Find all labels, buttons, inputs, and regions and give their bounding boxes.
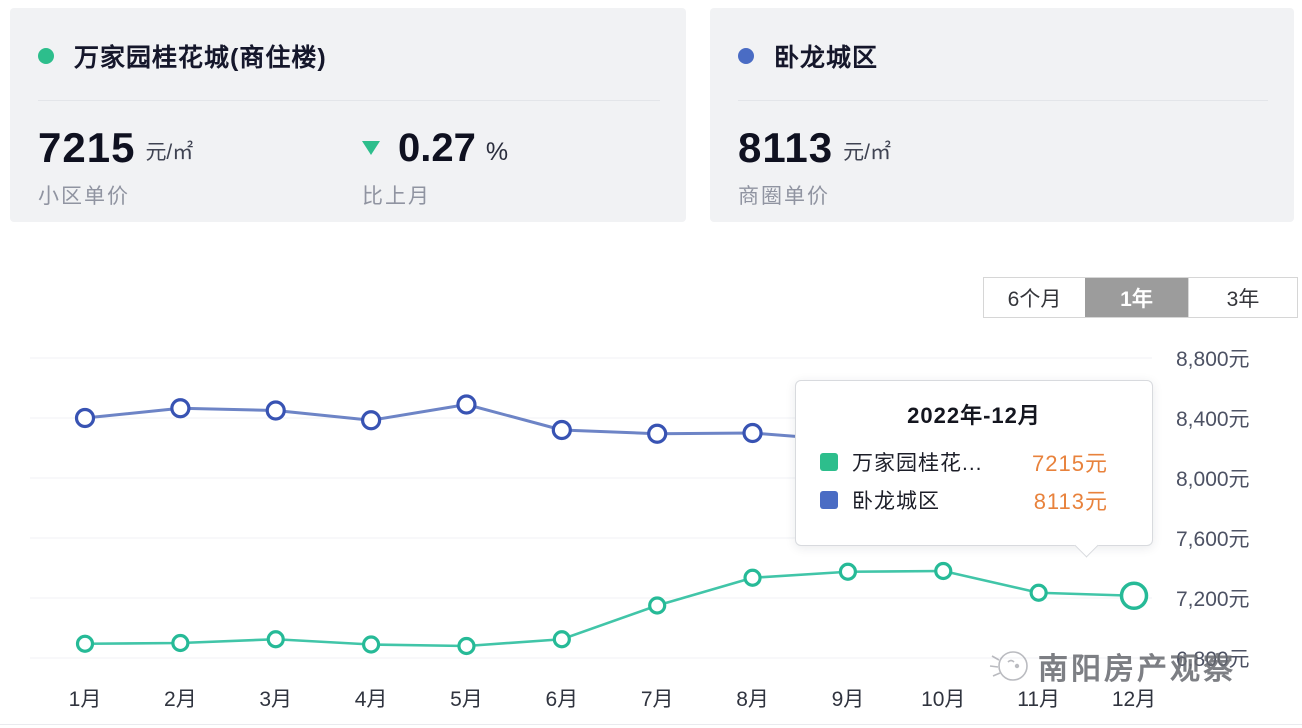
data-point-s0-m2[interactable] <box>171 633 190 653</box>
data-point-s0-m3[interactable] <box>266 630 285 649</box>
time-range-tabs: 6个月 1年 3年 <box>983 277 1298 318</box>
change-unit: % <box>485 137 509 166</box>
community-summary-panel: 万家园桂花城(商住楼) 7215 元/㎡ 小区单价 0.27 % 比上月 <box>10 8 686 222</box>
community-swatch-icon <box>820 453 838 471</box>
district-price-unit: 元/㎡ <box>843 141 891 164</box>
tooltip-row-district: 卧龙城区 8113元 <box>820 484 1108 516</box>
community-price-unit: 元/㎡ <box>145 141 194 164</box>
x-axis-label: 6月 <box>545 688 578 711</box>
y-axis-label: 8,400元 <box>1176 408 1250 431</box>
data-point-s1-m2[interactable] <box>170 398 191 419</box>
district-panel-header: 卧龙城区 <box>738 38 878 74</box>
data-point-s0-m1[interactable] <box>75 634 95 653</box>
community-panel-header: 万家园桂花城(商住楼) <box>38 38 327 74</box>
tooltip-row-label: 万家园桂花... <box>852 452 983 475</box>
x-axis-label: 3月 <box>259 688 292 711</box>
community-price-caption: 小区单价 <box>38 185 130 208</box>
y-axis-label: 7,200元 <box>1176 588 1250 611</box>
data-point-s1-m5[interactable] <box>456 394 477 415</box>
x-axis-label: 12月 <box>1112 688 1156 711</box>
tab-6-months[interactable]: 6个月 <box>1007 287 1062 311</box>
data-point-s1-m4[interactable] <box>360 410 382 431</box>
district-title: 卧龙城区 <box>774 44 879 72</box>
data-point-s0-m6[interactable] <box>552 630 571 649</box>
community-series-dot <box>38 48 54 64</box>
chart-tooltip: 2022年-12月 万家园桂花... 7215元 卧龙城区 8113元 <box>795 380 1153 558</box>
x-axis-label: 9月 <box>832 688 865 711</box>
community-title: 万家园桂花城(商住楼) <box>74 44 327 72</box>
tab-1-year[interactable]: 1年 <box>1085 278 1188 317</box>
district-price-block: 8113 元/㎡ 商圈单价 <box>738 126 891 210</box>
x-axis-label: 1月 <box>69 688 102 711</box>
x-axis-label: 5月 <box>450 688 483 711</box>
tab-3-years[interactable]: 3年 <box>1188 278 1297 317</box>
y-axis-label: 8,000元 <box>1176 468 1250 491</box>
data-point-s1-m7[interactable] <box>647 423 668 444</box>
community-price-value: 7215 <box>38 124 136 171</box>
y-axis-label: 7,600元 <box>1176 528 1250 551</box>
tooltip-rows: 万家园桂花... 7215元 卧龙城区 8113元 <box>796 446 1152 516</box>
data-point-s0-m5[interactable] <box>457 636 476 656</box>
data-point-s1-m6[interactable] <box>551 419 572 441</box>
data-point-s1-m8[interactable] <box>742 422 763 444</box>
y-axis-label: 6,800元 <box>1176 648 1250 671</box>
change-caption: 比上月 <box>362 185 431 208</box>
data-point-s0-m7[interactable] <box>648 596 667 615</box>
data-point-s1-m3[interactable] <box>265 400 286 421</box>
district-price-caption: 商圈单价 <box>738 185 830 208</box>
panel-divider <box>38 100 660 101</box>
tooltip-row-community: 万家园桂花... 7215元 <box>820 446 1108 478</box>
bottom-divider <box>0 724 1302 725</box>
y-axis-label: 8,800元 <box>1176 348 1250 371</box>
x-axis-label: 8月 <box>736 688 769 711</box>
data-point-s0-m9[interactable] <box>838 562 858 581</box>
data-point-s0-m4[interactable] <box>361 635 381 654</box>
data-point-s0-m10[interactable] <box>934 561 953 581</box>
monthly-change-block: 0.27 % 比上月 <box>362 126 508 210</box>
tooltip-row-label: 卧龙城区 <box>852 490 940 513</box>
x-axis-label: 10月 <box>921 688 965 711</box>
tooltip-row-value: 8113元 <box>1033 489 1108 514</box>
series-line-0 <box>84 569 1135 648</box>
arrow-down-icon <box>362 141 380 155</box>
district-summary-panel: 卧龙城区 8113 元/㎡ 商圈单价 <box>710 8 1294 222</box>
x-axis-label: 7月 <box>641 688 674 711</box>
data-point-s0-m12[interactable] <box>1119 581 1149 610</box>
panel-divider <box>738 100 1268 101</box>
tooltip-row-value: 7215元 <box>1032 451 1108 476</box>
data-point-s1-m1[interactable] <box>74 407 96 429</box>
tooltip-title: 2022年-12月 <box>907 403 1041 428</box>
data-point-s0-m11[interactable] <box>1029 583 1048 602</box>
x-axis-label: 4月 <box>355 688 388 711</box>
data-point-s0-m8[interactable] <box>743 568 762 587</box>
community-price-block: 7215 元/㎡ 小区单价 <box>38 126 193 210</box>
district-price-value: 8113 <box>738 124 834 171</box>
district-series-dot <box>738 48 754 64</box>
x-axis-label: 11月 <box>1017 688 1060 711</box>
district-swatch-icon <box>820 491 838 509</box>
change-value: 0.27 <box>398 126 476 170</box>
x-axis-label: 2月 <box>164 688 197 711</box>
